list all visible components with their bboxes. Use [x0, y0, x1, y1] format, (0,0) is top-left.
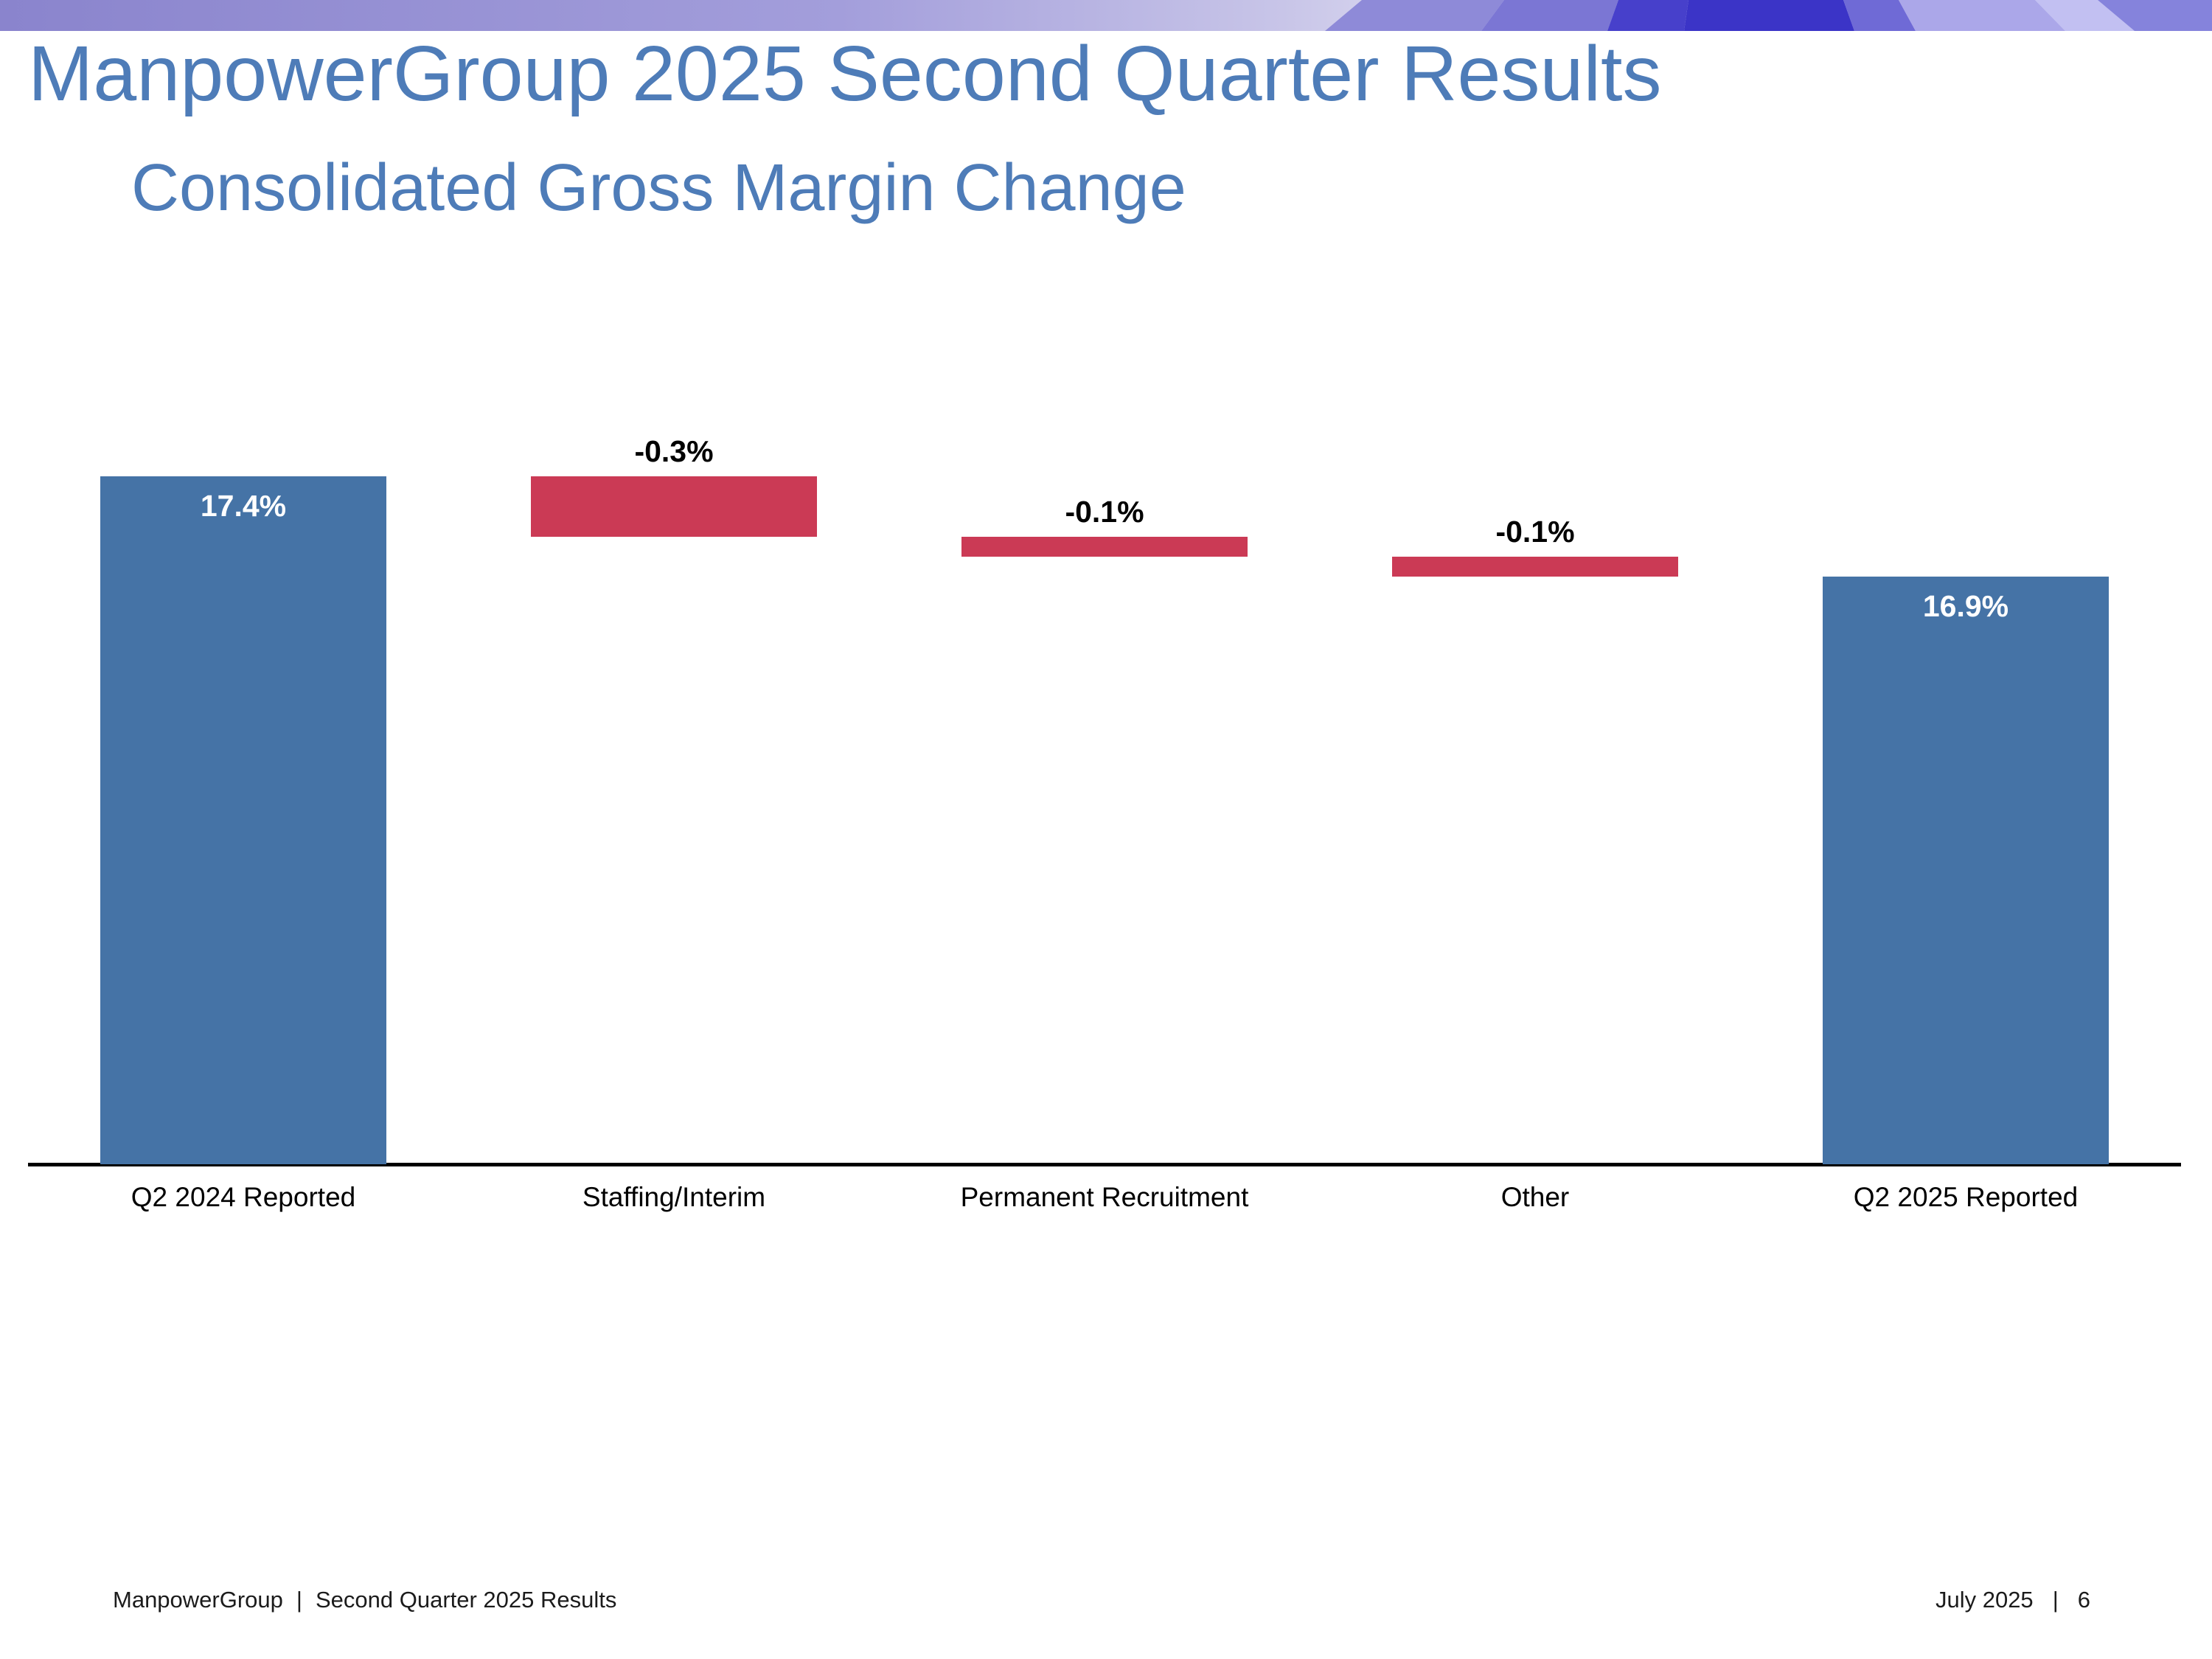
footer-page-number: 6: [2077, 1587, 2090, 1613]
category-label-q2-2024-reported: Q2 2024 Reported: [131, 1182, 356, 1212]
waterfall-bar-staffing-interim: [531, 476, 817, 537]
bar-value-label-permanent-recruitment: -0.1%: [1065, 494, 1144, 529]
footer-date: July 2025: [1935, 1587, 2034, 1613]
footer-left-separator: |: [296, 1587, 302, 1613]
bar-value-label-q2-2025-reported: 16.9%: [1922, 588, 2009, 623]
footer-right: July 2025 | 6: [1935, 1587, 2090, 1613]
footer-left-text: Second Quarter 2025 Results: [315, 1587, 617, 1613]
waterfall-bar-q2-2024-reported: [100, 476, 386, 1164]
footer-right-separator: |: [2052, 1587, 2059, 1613]
category-label-staffing-interim: Staffing/Interim: [582, 1182, 766, 1212]
waterfall-bar-q2-2025-reported: [1823, 576, 2109, 1164]
waterfall-bar-other: [1392, 556, 1678, 577]
category-label-q2-2025-reported: Q2 2025 Reported: [1853, 1182, 2079, 1212]
header-banner-graphic: [0, 0, 2212, 31]
category-label-permanent-recruitment: Permanent Recruitment: [960, 1182, 1249, 1212]
x-axis-line: [28, 1163, 2181, 1166]
footer-brand: ManpowerGroup: [113, 1587, 283, 1613]
slide-title: ManpowerGroup 2025 Second Quarter Result…: [28, 30, 1662, 117]
waterfall-bar-permanent-recruitment: [961, 536, 1248, 557]
bar-value-label-other: -0.1%: [1495, 514, 1575, 549]
bar-value-label-staffing-interim: -0.3%: [634, 434, 714, 469]
bar-value-label-q2-2024-reported: 17.4%: [200, 489, 287, 524]
category-label-other: Other: [1500, 1182, 1570, 1212]
footer-left: ManpowerGroup | Second Quarter 2025 Result…: [113, 1587, 616, 1613]
slide-subtitle: Consolidated Gross Margin Change: [131, 151, 1186, 225]
